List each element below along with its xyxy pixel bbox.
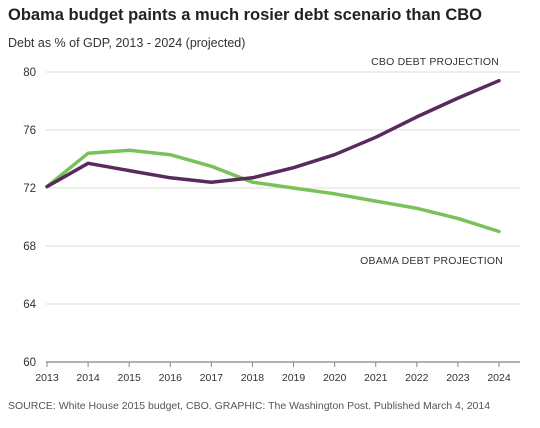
x-tick-label: 2020 — [323, 372, 347, 384]
obama-debt-projection-line — [45, 148, 501, 234]
y-tick-label: 68 — [23, 241, 36, 253]
cbo-series-label: CBO DEBT PROJECTION — [371, 56, 499, 68]
x-axis: 2013 2014 2015 2016 2017 2018 2019 2020 2021 2022… — [35, 361, 520, 384]
series-labels: CBO DEBT PROJECTION OBAMA DEBT PROJECTION — [360, 56, 503, 267]
x-tick-label: 2015 — [118, 372, 142, 384]
chart-title: Obama budget paints a much rosier debt s… — [8, 6, 483, 24]
y-tick-label: 60 — [23, 357, 36, 369]
x-tick-label: 2023 — [446, 372, 470, 384]
source-note: SOURCE: White House 2015 budget, CBO. GR… — [8, 400, 491, 412]
x-tick-label: 2021 — [364, 372, 388, 384]
y-tick-label: 72 — [23, 183, 36, 195]
x-tick-label: 2013 — [35, 372, 59, 384]
y-tick-label: 76 — [23, 125, 36, 137]
x-tick-label: 2016 — [159, 372, 183, 384]
x-tick-label: 2024 — [487, 372, 511, 384]
x-tick-label: 2014 — [76, 372, 100, 384]
y-axis: 60 64 68 72 76 80 — [23, 67, 36, 369]
chart-subtitle: Debt as % of GDP, 2013 - 2024 (projected… — [8, 36, 246, 50]
x-tick-label: 2018 — [241, 372, 265, 384]
x-tick-label: 2022 — [405, 372, 429, 384]
y-tick-label: 80 — [23, 67, 36, 79]
obama-series-label: OBAMA DEBT PROJECTION — [360, 255, 503, 267]
x-tick-label: 2017 — [200, 372, 224, 384]
series-lines — [45, 78, 501, 234]
y-tick-label: 64 — [23, 299, 36, 311]
x-tick-label: 2019 — [282, 372, 306, 384]
cbo-debt-projection-line — [45, 78, 501, 189]
